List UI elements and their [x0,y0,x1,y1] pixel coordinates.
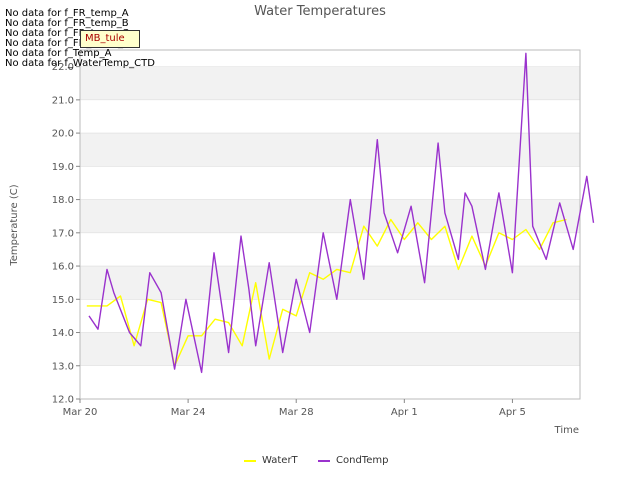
series-layer [86,52,595,374]
y-tick-label: 14.0 [52,328,74,339]
no-data-note: No data for f_FR_temp_C [5,28,129,39]
plot-band [80,133,580,167]
no-data-note: No data for f_WaterTemp_CTD [5,58,155,69]
y-axis: 12.0 13.0 14.0 15.0 16.0 17.0 18.0 19.0 20.0 21.0… [52,62,80,406]
plot-band [80,332,580,366]
legend-label-condtemp: CondTemp [336,455,389,466]
y-tick-label: 12.0 [52,395,74,406]
no-data-note: No data for f_FR_temp_B [5,18,129,29]
legend-swatch-watert [244,459,256,462]
legend-item-watert: WaterT [244,455,298,466]
legend-label-watert: WaterT [262,455,298,466]
plot-bands [80,66,580,366]
y-tick-label: 22.0 [52,62,74,73]
x-tick-label: Apr 1 [391,407,418,418]
y-tick-label: 13.0 [52,361,74,372]
grid-lines [80,66,580,400]
no-data-note: No data for f_FR_temp_A [5,8,129,19]
site-label-box: MB_tule [80,30,140,48]
y-tick-label: 16.0 [52,262,74,273]
y-tick-label: 15.0 [52,295,74,306]
no-data-note: No data for f_FD_Temp_1 [5,38,130,49]
legend-swatch-condtemp [318,459,330,462]
series-line-condtemp [88,52,595,374]
y-tick-label: 19.0 [52,162,74,173]
x-tick-label: Mar 28 [279,407,314,418]
plot-frame [79,49,581,400]
x-tick-label: Mar 20 [63,407,98,418]
y-tick-label: 20.0 [52,129,74,140]
x-axis: Mar 20 Mar 24 Mar 28 Apr 1 Apr 5 [63,399,526,418]
no-data-note: No data for f_Temp_A [5,48,112,59]
y-tick-label: 18.0 [52,195,74,206]
plot-band [80,66,580,100]
plot-band [80,266,580,300]
x-tick-label: Apr 5 [499,407,526,418]
chart-title: Water Temperatures [254,4,386,19]
legend: WaterT CondTemp [0,452,640,472]
y-tick-label: 21.0 [52,95,74,106]
legend-item-condtemp: CondTemp [318,455,388,466]
y-tick-label: 17.0 [52,228,74,239]
x-tick-label: Mar 24 [171,407,206,418]
x-axis-label: Time [554,425,579,436]
y-axis-label: Temperature (C) [9,184,20,266]
